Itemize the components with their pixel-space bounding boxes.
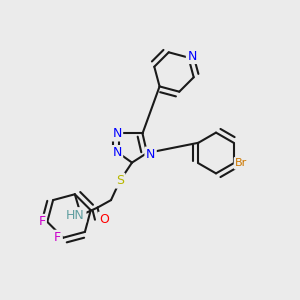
- Text: F: F: [38, 215, 45, 228]
- Text: S: S: [116, 174, 124, 187]
- Text: Br: Br: [235, 158, 247, 168]
- Text: N: N: [112, 127, 122, 140]
- Text: F: F: [54, 231, 61, 244]
- Text: N: N: [146, 148, 155, 161]
- Text: N: N: [187, 50, 197, 63]
- Text: O: O: [99, 213, 109, 226]
- Text: N: N: [112, 146, 122, 160]
- Text: HN: HN: [66, 208, 85, 222]
